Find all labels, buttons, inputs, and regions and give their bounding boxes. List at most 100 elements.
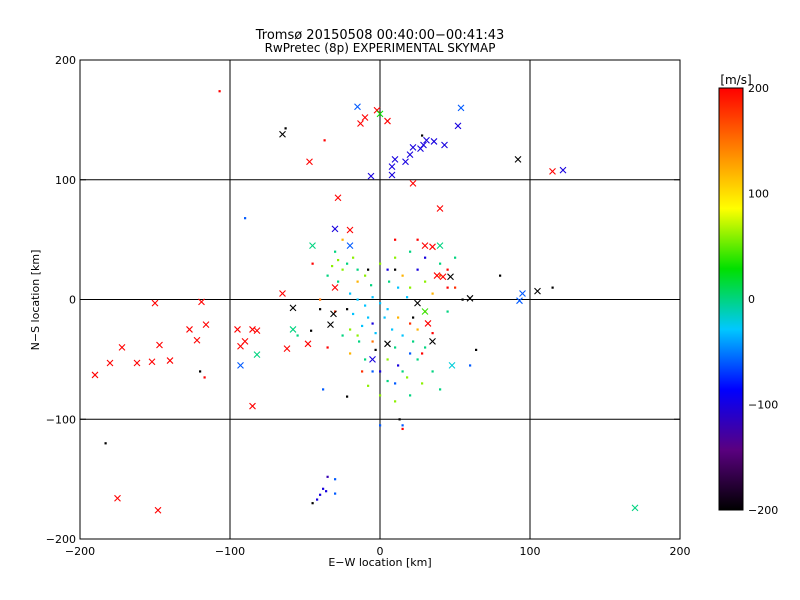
x-tick-label: 200: [670, 545, 691, 558]
plot-area: −200 −100 0 100 200 −200 −100 0 100 200: [46, 54, 691, 558]
data-point-dot: [446, 310, 449, 313]
colorbar-tick-label: −200: [748, 504, 778, 517]
data-point-dot: [361, 324, 364, 328]
data-point-dot: [341, 238, 344, 241]
data-point-dot: [424, 256, 427, 259]
data-point-cross: [253, 327, 261, 335]
y-tick-label: 100: [55, 174, 76, 187]
data-point-dot: [356, 298, 359, 301]
data-point-dot: [356, 268, 359, 271]
data-point-dot: [379, 262, 382, 265]
data-point-dot: [322, 487, 325, 490]
data-point-dot: [379, 394, 382, 397]
data-point-cross: [156, 341, 163, 349]
data-point-dot: [409, 250, 412, 253]
y-tick-label: 0: [69, 294, 76, 307]
data-point-dot: [337, 258, 340, 262]
data-point-dot: [416, 268, 419, 271]
data-point-dot: [406, 376, 409, 379]
data-point-cross: [151, 299, 159, 307]
data-point-dot: [394, 256, 397, 259]
data-point-dot: [386, 379, 389, 383]
data-point-cross: [429, 243, 436, 251]
data-point-cross: [234, 326, 241, 333]
data-point-dot: [416, 328, 419, 331]
axis-ticks: −200 −100 0 100 200 −200 −100 0 100 200: [46, 54, 691, 558]
data-point-dot: [319, 493, 322, 496]
data-point-dot: [409, 322, 412, 325]
data-point-dot: [446, 286, 449, 289]
data-point-cross: [148, 358, 156, 366]
data-point-cross: [433, 272, 441, 279]
data-point-dot: [356, 280, 359, 283]
data-point-dot: [469, 364, 472, 367]
data-point-dot: [394, 400, 397, 403]
data-point-dot: [361, 370, 364, 373]
colorbar-unit-label: [m/s]: [720, 73, 751, 87]
data-point-cross: [367, 172, 375, 180]
data-point-cross: [559, 166, 567, 174]
data-points: [91, 90, 639, 514]
data-point-dot: [349, 328, 352, 331]
data-point-dot: [364, 274, 367, 277]
data-point-cross: [409, 179, 417, 187]
data-point-cross: [384, 117, 391, 125]
data-point-dot: [379, 424, 382, 427]
data-point-dot: [394, 346, 397, 349]
data-point-cross: [439, 273, 447, 281]
data-point-dot: [406, 296, 409, 299]
data-point-cross: [198, 298, 205, 306]
data-point-dot: [475, 348, 478, 351]
colorbar-tick-label: 100: [748, 188, 769, 201]
data-point-cross: [154, 506, 162, 514]
data-point-dot: [446, 268, 449, 271]
data-point-cross: [279, 130, 286, 138]
colorbar-tick-label: 200: [748, 82, 769, 95]
data-point-dot: [424, 280, 427, 283]
data-point-cross: [514, 156, 522, 163]
data-point-dot: [284, 127, 287, 130]
data-point-dot: [431, 332, 434, 335]
data-point-cross: [309, 242, 316, 250]
data-point-dot: [334, 250, 337, 253]
data-point-dot: [383, 316, 386, 319]
data-point-cross: [420, 141, 427, 149]
data-point-cross: [631, 504, 639, 512]
data-point-dot: [104, 442, 107, 445]
data-point-cross: [357, 120, 364, 127]
data-point-dot: [409, 352, 412, 355]
colorbar-tick-label: −100: [748, 399, 778, 412]
data-point-cross: [241, 338, 249, 345]
data-point-cross: [106, 359, 114, 367]
data-point-dot: [379, 370, 382, 373]
data-point-dot: [323, 139, 326, 142]
data-point-dot: [386, 268, 389, 271]
data-point-dot: [326, 274, 329, 277]
data-point-dot: [379, 302, 382, 305]
data-point-cross: [166, 357, 174, 364]
data-point-dot: [439, 274, 442, 277]
data-point-dot: [352, 256, 355, 259]
data-point-cross: [436, 205, 444, 212]
data-point-cross: [193, 336, 201, 344]
data-point-dot: [421, 134, 424, 137]
data-point-dot: [499, 274, 502, 277]
colorbar-tick-label: 0: [748, 293, 755, 306]
colorbar: [m/s] 200 100 0 −100 −200: [718, 73, 778, 517]
data-point-cross: [466, 294, 474, 302]
data-point-cross: [202, 321, 210, 329]
data-point-cross: [346, 242, 354, 250]
data-point-dot: [358, 340, 361, 343]
data-point-dot: [421, 382, 424, 385]
data-point-cross: [549, 167, 556, 175]
data-point-dot: [424, 346, 427, 349]
data-point-dot: [439, 262, 442, 265]
data-point-cross: [114, 494, 121, 502]
data-point-cross: [331, 284, 339, 291]
grid-lines: [80, 60, 680, 539]
data-point-dot: [341, 334, 344, 337]
data-point-dot: [371, 370, 374, 373]
data-point-dot: [311, 262, 314, 265]
data-point-cross: [91, 371, 99, 379]
data-point-dot: [409, 286, 412, 289]
